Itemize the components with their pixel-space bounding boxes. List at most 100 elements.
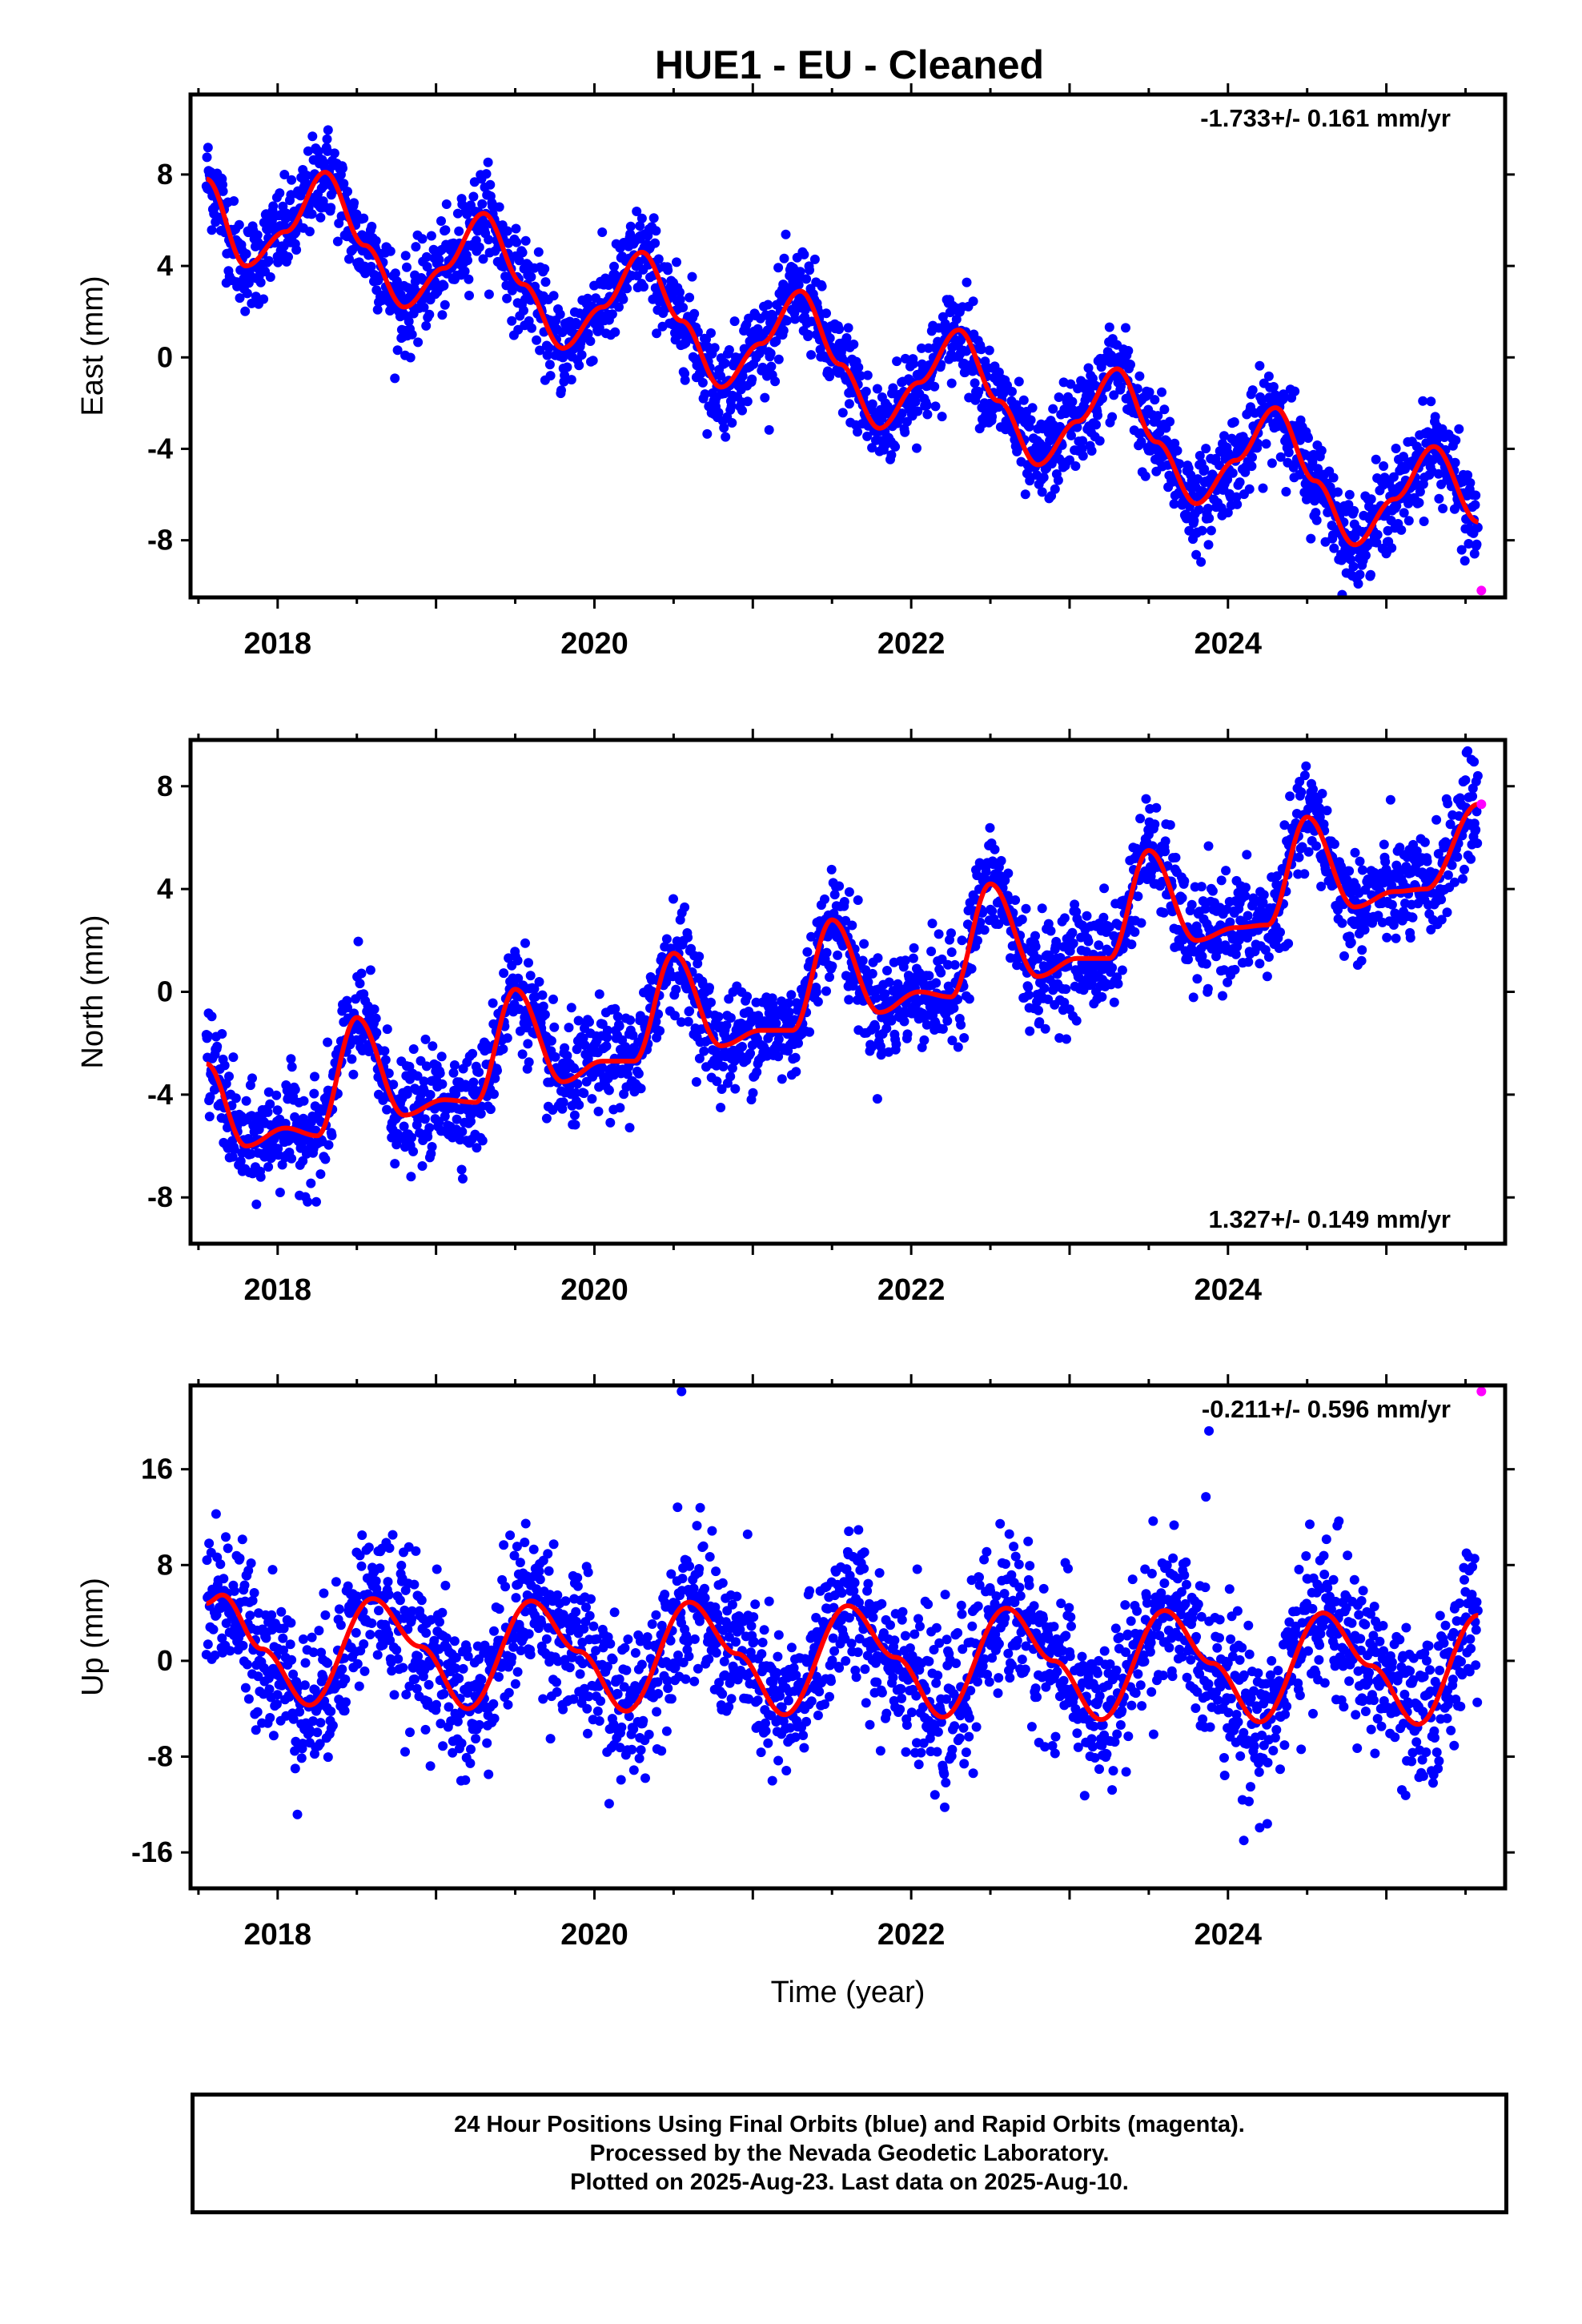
data-point: [1311, 515, 1322, 525]
data-point: [320, 1154, 331, 1164]
data-point: [862, 431, 873, 441]
data-point: [492, 1065, 502, 1076]
data-point: [287, 1062, 297, 1072]
data-point: [1396, 525, 1407, 535]
data-point: [1469, 757, 1480, 767]
data-point: [520, 235, 531, 246]
data-point: [238, 1640, 248, 1651]
data-point: [672, 257, 681, 267]
data-point: [1169, 499, 1179, 509]
data-point: [742, 396, 753, 407]
data-point: [1025, 1026, 1035, 1036]
data-point: [440, 225, 451, 235]
data-point: [1301, 761, 1311, 771]
data-point: [1054, 392, 1064, 402]
data-point: [927, 919, 938, 929]
data-point: [390, 268, 400, 279]
data-point: [583, 293, 592, 304]
data-point: [1235, 477, 1245, 488]
data-point: [1472, 770, 1483, 781]
data-point: [263, 1107, 273, 1117]
data-point: [275, 188, 285, 199]
data-point: [436, 1051, 447, 1062]
data-point: [1281, 487, 1291, 497]
data-point: [873, 953, 883, 963]
data-point: [908, 953, 918, 963]
data-point: [648, 213, 659, 223]
data-point: [532, 335, 542, 345]
data-point: [303, 146, 313, 156]
data-point: [1296, 787, 1307, 798]
data-point: [255, 277, 266, 287]
data-point: [1391, 501, 1402, 511]
data-point: [251, 1199, 262, 1209]
data-point: [859, 939, 869, 949]
data-point: [706, 328, 716, 338]
data-point: [966, 963, 977, 974]
data-point: [277, 1160, 287, 1170]
data-point: [687, 271, 697, 282]
data-point: [1460, 556, 1470, 566]
data-point: [543, 350, 553, 360]
data-point: [481, 169, 492, 179]
data-point: [853, 362, 864, 372]
data-point: [930, 401, 941, 412]
data-point: [219, 1060, 230, 1071]
data-point: [1133, 891, 1143, 902]
data-point: [1067, 396, 1078, 407]
data-point: [1062, 1034, 1071, 1044]
data-point: [1203, 504, 1213, 513]
data-point: [1078, 436, 1088, 446]
data-point: [307, 209, 317, 219]
rapid-orbit-point: [1476, 585, 1487, 596]
data-point: [1306, 533, 1316, 544]
data-point: [1463, 746, 1473, 756]
data-point: [1037, 903, 1047, 914]
data-point: [347, 1054, 357, 1064]
data-point: [934, 929, 944, 939]
data-point: [540, 277, 551, 287]
data-point: [1158, 907, 1169, 918]
data-point: [625, 1015, 636, 1025]
data-point: [424, 309, 435, 320]
data-point: [1098, 393, 1107, 404]
data-point: [507, 285, 517, 296]
data-point: [942, 1015, 953, 1026]
x-tick-label: 2018: [244, 627, 312, 661]
data-point: [1472, 539, 1482, 549]
data-point: [1203, 983, 1213, 994]
data-point: [228, 1052, 239, 1063]
data-point: [203, 1031, 213, 1041]
data-point: [669, 894, 678, 904]
data-point: [428, 1041, 438, 1051]
data-point: [1134, 371, 1145, 381]
data-point: [417, 1161, 428, 1171]
data-point: [1059, 913, 1070, 923]
data-point: [1014, 376, 1024, 387]
data-point: [339, 179, 349, 189]
data-point: [612, 1011, 623, 1022]
data-point: [484, 289, 494, 300]
data-point: [678, 303, 689, 312]
data-point: [1355, 569, 1365, 580]
data-point: [683, 932, 693, 943]
data-point: [287, 1153, 297, 1164]
data-point: [1130, 927, 1140, 937]
data-point: [1329, 543, 1339, 553]
data-point: [888, 383, 898, 393]
data-point: [683, 1016, 693, 1027]
data-point: [1465, 478, 1476, 488]
data-point: [1244, 484, 1255, 494]
data-point: [781, 316, 792, 326]
data-point: [425, 1090, 436, 1100]
data-point: [1107, 963, 1118, 973]
data-point: [1150, 395, 1160, 405]
data-point: [680, 375, 690, 385]
data-point: [1430, 412, 1440, 422]
data-point: [1307, 456, 1318, 467]
data-point: [1460, 864, 1469, 875]
data-point: [265, 272, 275, 282]
data-point: [1136, 918, 1146, 928]
data-point: [1285, 791, 1295, 802]
